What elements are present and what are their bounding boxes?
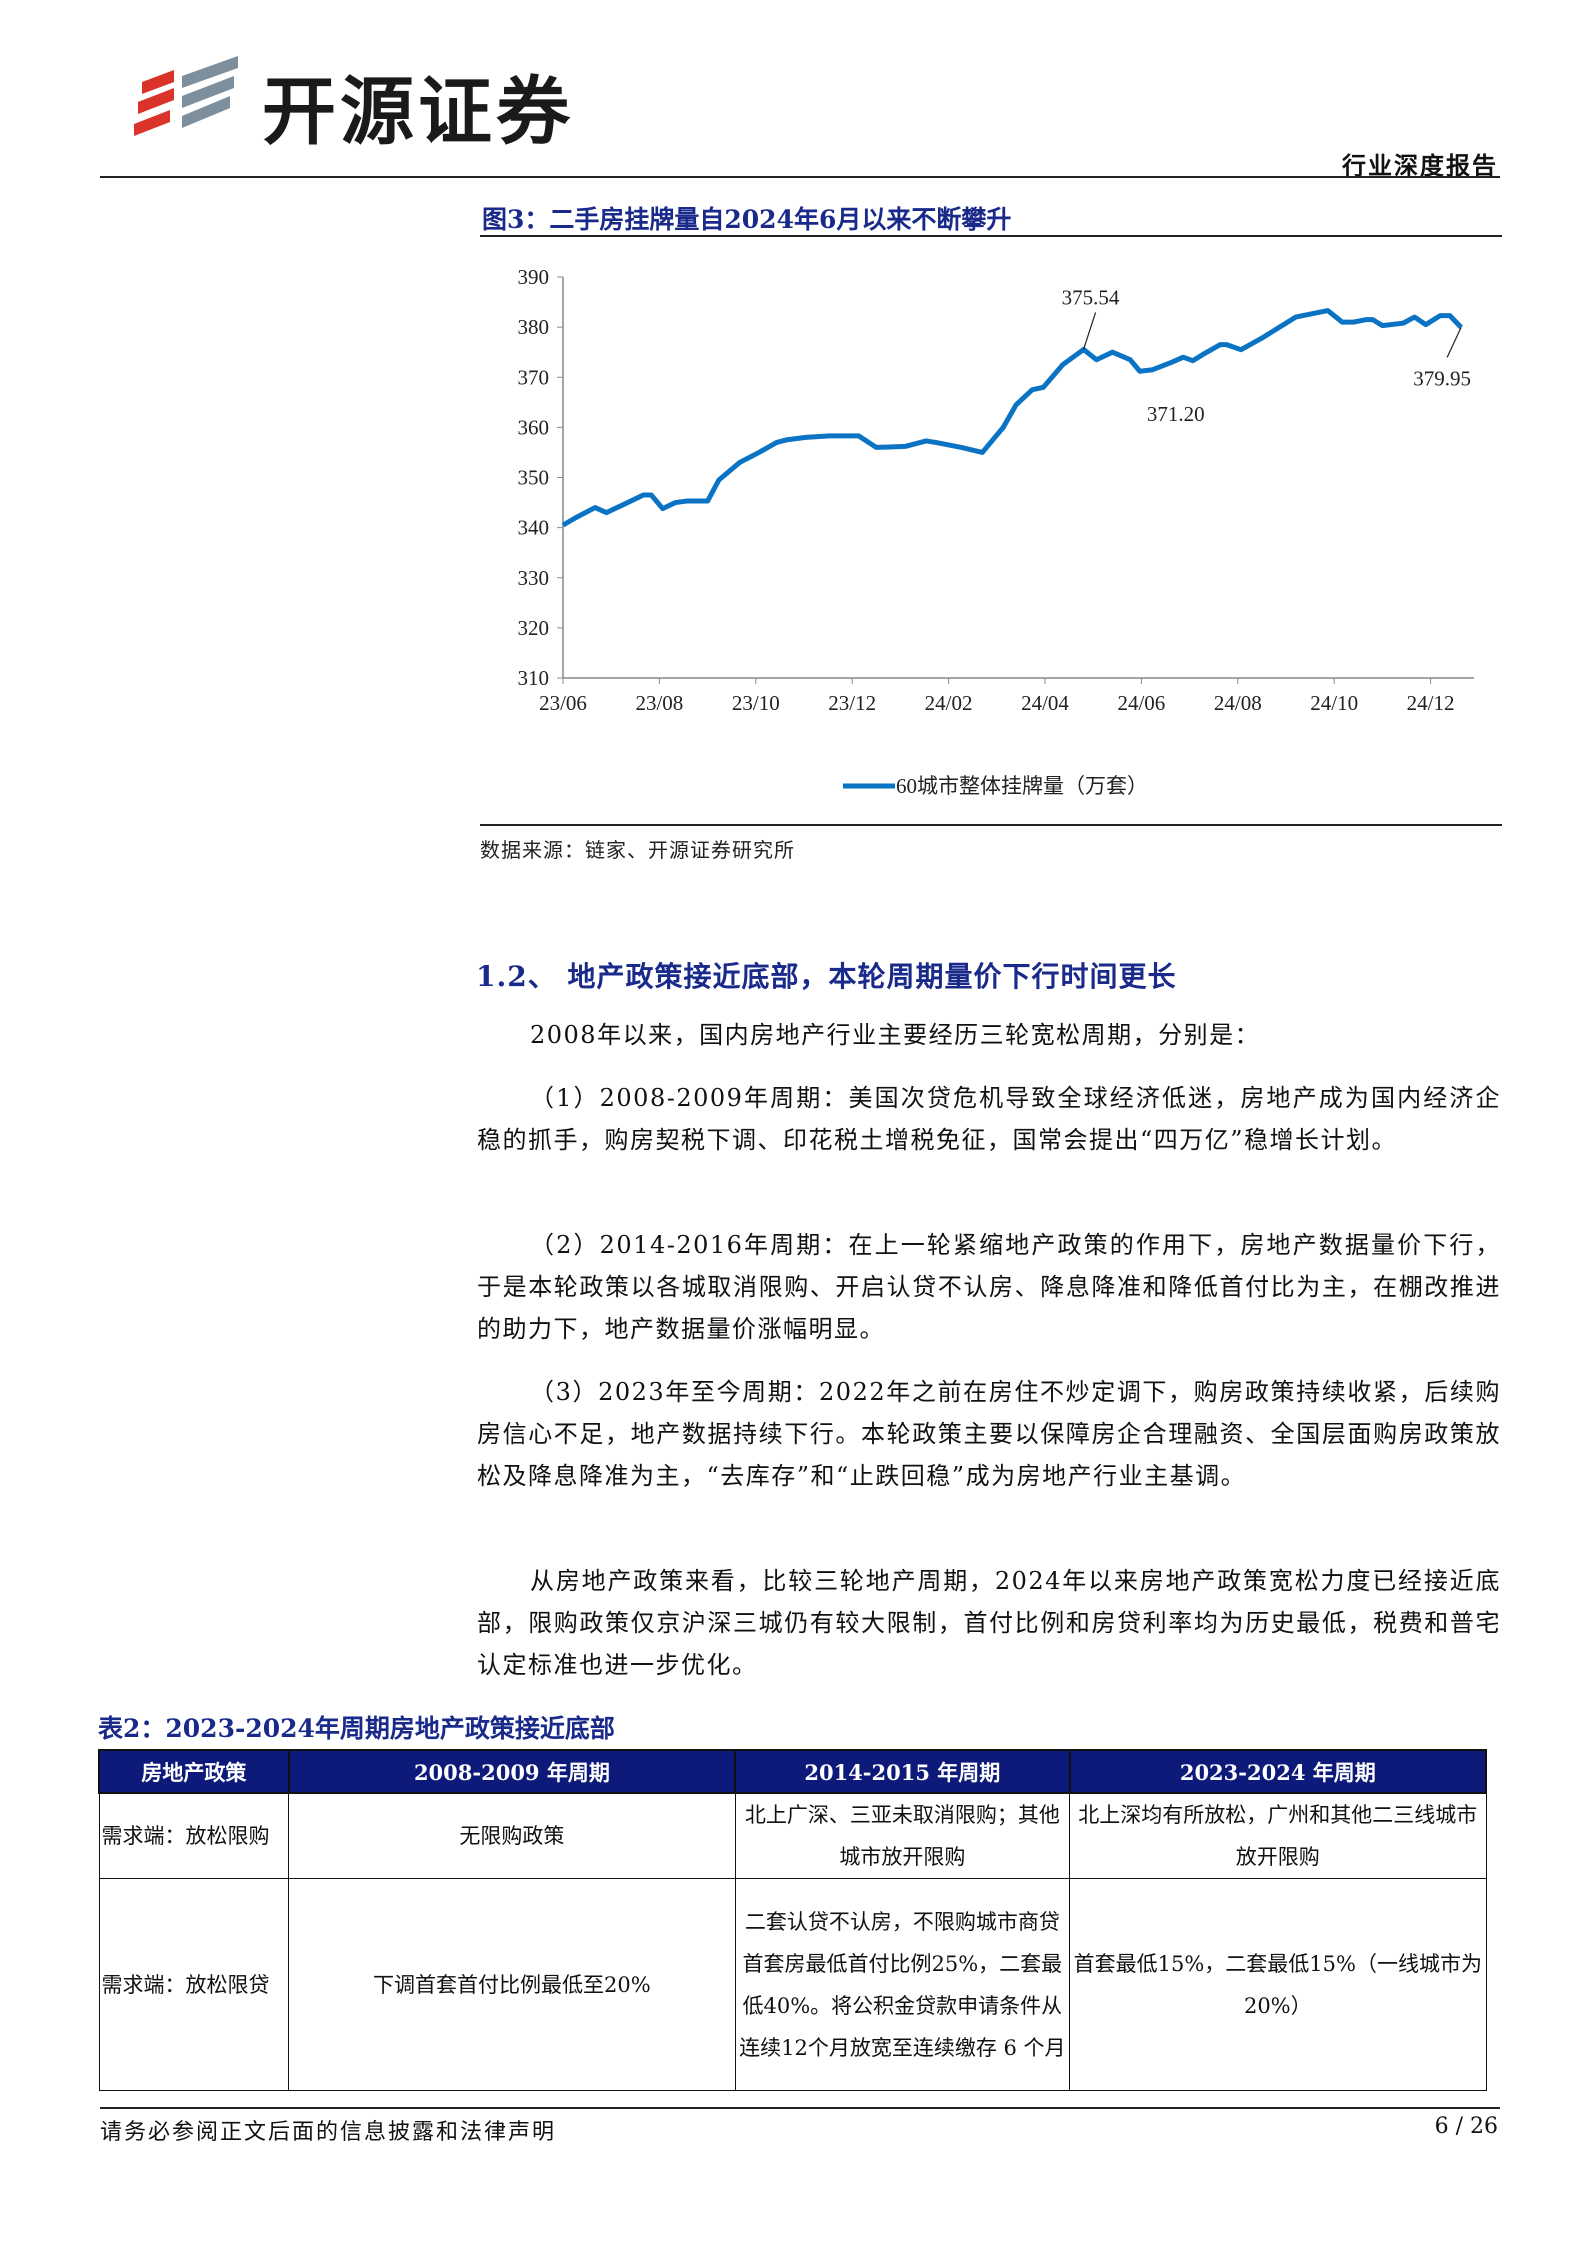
brand-logo-icon — [134, 56, 238, 136]
table-cell: 无限购政策 — [288, 1792, 736, 1879]
annotation-label: 379.95 — [1413, 366, 1471, 390]
x-tick-label: 24/10 — [1310, 691, 1358, 715]
page-number: 6 / 26 — [1434, 2114, 1498, 2139]
x-tick-label: 24/08 — [1214, 691, 1262, 715]
y-tick-label: 370 — [518, 365, 550, 389]
table-title: 表2：2023-2024年周期房地产政策接近底部 — [98, 1714, 615, 1743]
figure-title-divider — [480, 235, 1502, 237]
annotation-label: 375.54 — [1062, 285, 1120, 309]
y-tick-label: 330 — [518, 566, 550, 590]
table-cell: 首套最低15%，二套最低15%（一线城市为20%） — [1069, 1878, 1487, 2091]
y-tick-label: 310 — [518, 666, 550, 690]
section-heading: 1.2、 地产政策接近底部，本轮周期量价下行时间更长 — [476, 960, 1177, 993]
x-tick-label: 23/08 — [635, 691, 683, 715]
annotation-leader — [1446, 327, 1462, 358]
line-chart: 310 320 330 340 350 360 370 380 390 23/06 23/08 23/… — [518, 265, 1474, 798]
column-header: 房地产政策 — [98, 1749, 290, 1794]
column-header: 2008-2009 年周期 — [287, 1749, 737, 1794]
table-cell: 下调首套首付比例最低至20% — [288, 1878, 736, 2091]
brand-name: 开源证券 — [262, 69, 574, 155]
series-line — [561, 308, 1463, 528]
paragraph: （3）2023年至今周期：2022年之前在房住不炒定调下，购房政策持续收紧，后续… — [477, 1378, 1501, 1490]
column-header: 2014-2015 年周期 — [734, 1749, 1071, 1794]
paragraph: 从房地产政策来看，比较三轮地产周期，2024年以来房地产政策宽松力度已经接近底部… — [477, 1567, 1501, 1679]
column-header: 2023-2024 年周期 — [1068, 1749, 1488, 1794]
paragraph: 2008年以来，国内房地产行业主要经历三轮宽松周期，分别是： — [530, 1021, 1261, 1049]
x-tick-label: 23/10 — [732, 691, 780, 715]
y-tick-label: 380 — [518, 315, 550, 339]
policy-table: 房地产政策 2008-2009 年周期 2014-2015 年周期 2023-2… — [98, 1749, 1488, 2091]
footer-disclaimer: 请务必参阅正文后面的信息披露和法律声明 — [100, 2120, 557, 2145]
footer-divider — [100, 2107, 1500, 2109]
x-tick-label: 24/02 — [925, 691, 973, 715]
y-tick-label: 360 — [518, 415, 550, 439]
annotation-leader — [1082, 312, 1097, 350]
legend-label: 60城市整体挂牌量（万套） — [896, 774, 1148, 798]
table-cell: 需求端：放松限贷 — [98, 1878, 290, 2091]
table-cell: 需求端：放松限购 — [98, 1792, 290, 1879]
table-header-row: 房地产政策 2008-2009 年周期 2014-2015 年周期 2023-2… — [98, 1749, 1488, 1794]
y-tick-label: 390 — [518, 265, 550, 289]
figure-title: 图3：二手房挂牌量自2024年6月以来不断攀升 — [482, 205, 1012, 234]
x-tick-label: 24/06 — [1117, 691, 1165, 715]
y-tick-label: 320 — [518, 616, 550, 640]
table-row: 需求端：放松限购 无限购政策 北上广深、三亚未取消限购；其他城市放开限购 北上深… — [98, 1792, 1487, 1879]
figure-bottom-divider — [480, 824, 1502, 826]
y-tick-label: 340 — [518, 516, 550, 540]
paragraph: （2）2014-2016年周期：在上一轮紧缩地产政策的作用下，房地产数据量价下行… — [477, 1231, 1501, 1343]
table-cell: 二套认贷不认房，不限购城市商贷首套房最低首付比例25%，二套最低40%。将公积金… — [734, 1878, 1071, 2091]
x-tick-label: 23/06 — [539, 691, 587, 715]
x-tick-label: 24/04 — [1021, 691, 1069, 715]
table-cell: 北上广深、三亚未取消限购；其他城市放开限购 — [734, 1792, 1071, 1879]
figure-source: 数据来源：链家、开源证券研究所 — [480, 838, 795, 862]
annotation-label: 371.20 — [1147, 402, 1205, 426]
table-row: 需求端：放松限贷 下调首套首付比例最低至20% 二套认贷不认房，不限购城市商贷首… — [98, 1878, 1487, 2091]
y-tick-label: 350 — [518, 466, 550, 490]
table-cell: 北上深均有所放松，广州和其他二三线城市放开限购 — [1069, 1792, 1487, 1879]
header-divider — [100, 176, 1500, 178]
x-tick-label: 24/12 — [1407, 691, 1455, 715]
report-type: 行业深度报告 — [1342, 151, 1498, 180]
paragraph: （1）2008-2009年周期：美国次贷危机导致全球经济低迷，房地产成为国内经济… — [477, 1084, 1501, 1154]
x-tick-label: 23/12 — [828, 691, 876, 715]
